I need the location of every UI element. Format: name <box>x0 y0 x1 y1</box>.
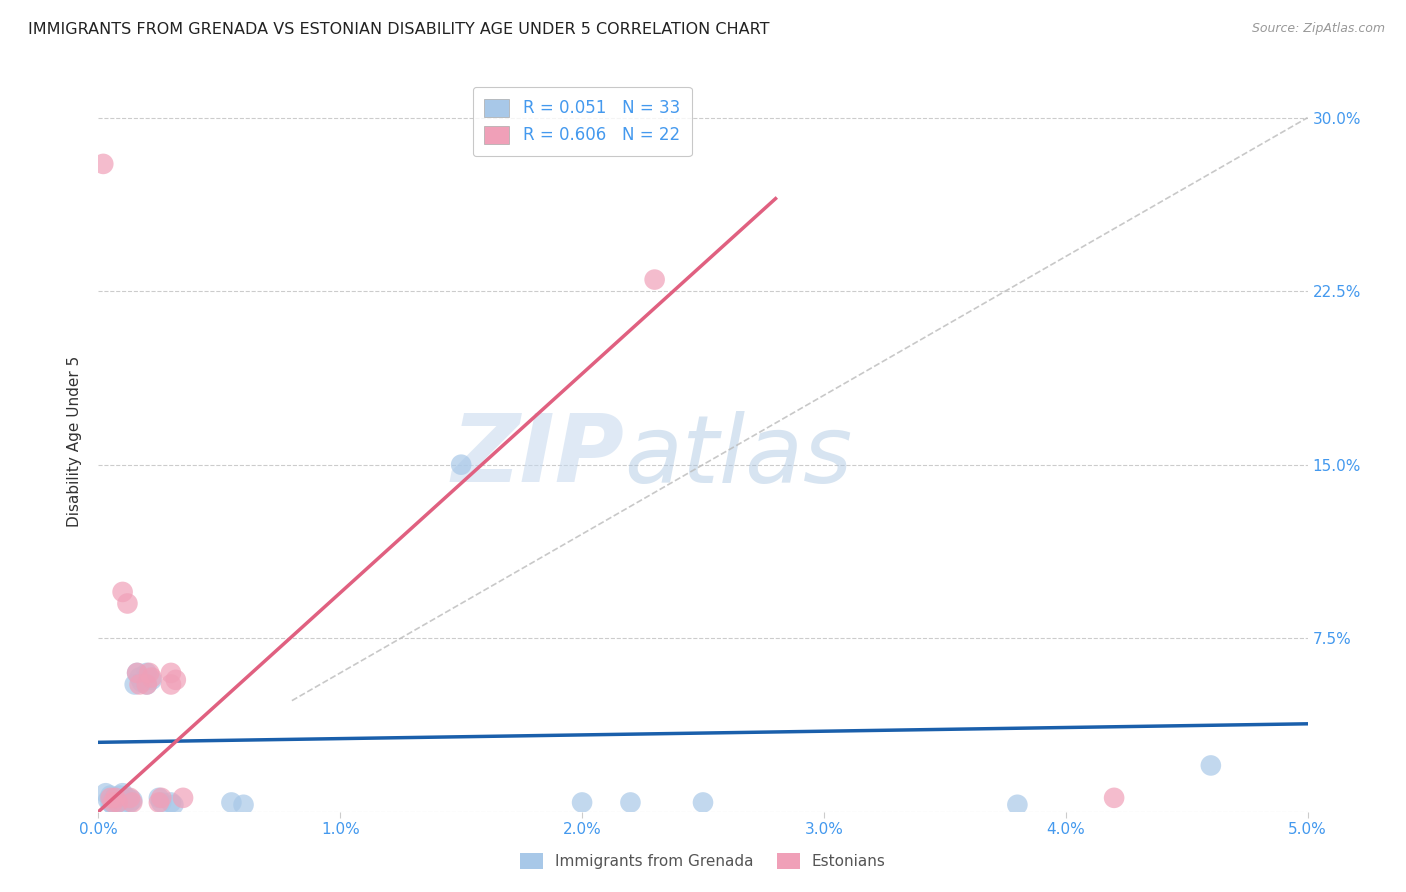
Text: Source: ZipAtlas.com: Source: ZipAtlas.com <box>1251 22 1385 36</box>
Point <box>94 786 117 800</box>
Point <box>101 796 124 810</box>
Point <box>619 796 641 810</box>
Point <box>107 796 129 810</box>
Point <box>644 272 666 286</box>
Point <box>692 796 714 810</box>
Point <box>104 790 127 805</box>
Point <box>148 790 170 805</box>
Point <box>1199 758 1222 772</box>
Point <box>97 793 120 807</box>
Point <box>232 797 254 812</box>
Point <box>117 790 139 805</box>
Point <box>127 665 149 680</box>
Point <box>150 796 173 810</box>
Point <box>160 677 183 691</box>
Point <box>221 796 243 810</box>
Point <box>121 793 143 807</box>
Point <box>111 585 134 599</box>
Text: atlas: atlas <box>624 411 852 502</box>
Point <box>104 790 127 805</box>
Point <box>450 458 472 472</box>
Point <box>117 597 139 611</box>
Point <box>101 797 124 812</box>
Point <box>114 796 136 810</box>
Point <box>150 790 173 805</box>
Point <box>135 677 157 691</box>
Legend: Immigrants from Grenada, Estonians: Immigrants from Grenada, Estonians <box>515 847 891 875</box>
Point <box>111 793 134 807</box>
Point <box>1102 790 1125 805</box>
Point <box>160 665 183 680</box>
Point <box>108 789 131 803</box>
Point <box>118 796 141 810</box>
Point <box>160 796 183 810</box>
Point <box>135 677 157 691</box>
Point <box>162 797 184 812</box>
Point <box>172 790 194 805</box>
Point <box>135 665 157 680</box>
Point <box>141 673 163 687</box>
Point <box>128 671 150 685</box>
Point <box>100 796 122 810</box>
Point <box>91 157 114 171</box>
Point <box>118 790 141 805</box>
Point <box>124 677 146 691</box>
Point <box>127 665 149 680</box>
Point <box>141 671 163 685</box>
Point <box>571 796 593 810</box>
Point <box>121 796 143 810</box>
Text: IMMIGRANTS FROM GRENADA VS ESTONIAN DISABILITY AGE UNDER 5 CORRELATION CHART: IMMIGRANTS FROM GRENADA VS ESTONIAN DISA… <box>28 22 769 37</box>
Point <box>100 789 122 803</box>
Point <box>1007 797 1029 812</box>
Point <box>165 673 187 687</box>
Point <box>100 790 122 805</box>
Point <box>148 796 170 810</box>
Y-axis label: Disability Age Under 5: Disability Age Under 5 <box>67 356 83 527</box>
Text: ZIP: ZIP <box>451 410 624 502</box>
Point <box>131 675 153 690</box>
Point <box>107 796 129 810</box>
Point <box>128 677 150 691</box>
Legend: R = 0.051   N = 33, R = 0.606   N = 22: R = 0.051 N = 33, R = 0.606 N = 22 <box>472 87 692 156</box>
Point <box>111 786 134 800</box>
Point <box>138 665 160 680</box>
